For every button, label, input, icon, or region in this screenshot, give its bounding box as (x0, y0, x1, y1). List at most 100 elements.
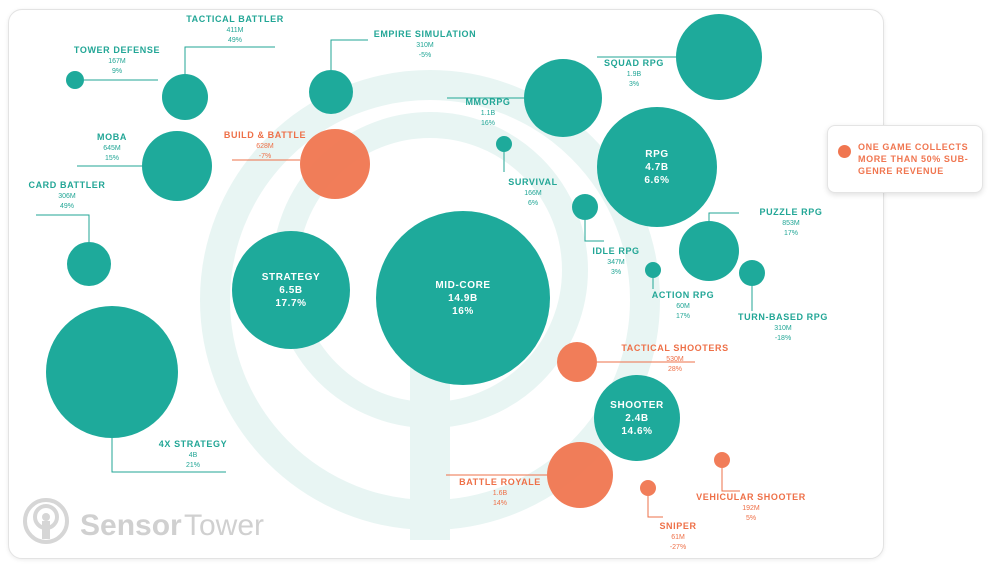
bubbles (46, 14, 765, 508)
bubble-label-name-strategy: STRATEGY (262, 272, 321, 283)
label-share-card-battler: 49% (60, 203, 74, 210)
label-share-build-and-battle: -7% (259, 153, 271, 160)
logo-word-tower: Tower (184, 509, 264, 542)
label-name-idle-rpg: IDLE RPG (592, 246, 639, 256)
bubble-empire-simulation (309, 70, 353, 114)
label-revenue-survival: 166M (524, 190, 542, 197)
leader-lines (36, 39, 753, 518)
bubble-shooter (594, 375, 680, 461)
label-share-turn-based-rpg: -18% (775, 335, 791, 342)
bubble-label-share-strategy: 17.7% (275, 298, 306, 309)
label-name-empire-simulation: EMPIRE SIMULATION (374, 29, 477, 39)
label-name-build-and-battle: BUILD & BATTLE (224, 130, 306, 140)
label-revenue-squad-rpg: 1.9B (627, 71, 642, 78)
label-share-vehicular-shooter: 5% (746, 515, 756, 522)
leader-line-empire-simulation (330, 39, 368, 70)
label-share-moba: 15% (105, 155, 119, 162)
label-share-empire-simulation: -5% (419, 52, 431, 59)
orange-legend-dot (838, 145, 851, 158)
label-revenue-action-rpg: 60M (676, 303, 690, 310)
label-share-idle-rpg: 3% (611, 269, 621, 276)
leader-line-vehicular-shooter (721, 468, 740, 492)
label-revenue-4x-strategy: 4B (189, 452, 198, 459)
bubble-label-name-mid-core: MID-CORE (435, 280, 490, 291)
bubble-card-battler (67, 242, 111, 286)
bubble-squad-rpg (676, 14, 762, 100)
label-name-battle-royale: BATTLE ROYALE (459, 477, 541, 487)
leader-line-tactical-battler (184, 46, 275, 74)
label-revenue-sniper: 61M (671, 534, 685, 541)
leader-line-sniper (647, 496, 663, 518)
bubble-idle-rpg (572, 194, 598, 220)
label-share-puzzle-rpg: 17% (784, 230, 798, 237)
label-revenue-build-and-battle: 628M (256, 143, 274, 150)
bubble-action-rpg (645, 262, 661, 278)
bubble-vehicular-shooter (714, 452, 730, 468)
label-share-mmorpg: 16% (481, 120, 495, 127)
bubble-tower-defense (66, 71, 84, 89)
label-share-tactical-battler: 49% (228, 37, 242, 44)
label-revenue-puzzle-rpg: 853M (782, 220, 800, 227)
leader-line-4x-strategy (111, 438, 226, 473)
label-revenue-tower-defense: 167M (108, 58, 126, 65)
bubble-label-share-shooter: 14.6% (621, 426, 652, 437)
label-name-puzzle-rpg: PUZZLE RPG (759, 207, 822, 217)
bubble-label-revenue-rpg: 4.7B (645, 162, 669, 173)
label-name-mmorpg: MMORPG (465, 97, 510, 107)
label-name-card-battler: CARD BATTLER (28, 180, 105, 190)
legend-callout: ONE GAME COLLECTS MORE THAN 50% SUB-GENR… (827, 125, 983, 193)
bubble-puzzle-rpg (679, 221, 739, 281)
bubble-strategy (232, 231, 350, 349)
label-name-vehicular-shooter: VEHICULAR SHOOTER (696, 492, 806, 502)
logo-word-sensor: Sensor (80, 509, 182, 542)
bubble-mid-core (376, 211, 550, 385)
bubble-tactical-shooters (557, 342, 597, 382)
bubble-label-revenue-mid-core: 14.9B (448, 293, 478, 304)
label-name-4x-strategy: 4X STRATEGY (159, 439, 227, 449)
label-name-turn-based-rpg: TURN-BASED RPG (738, 312, 828, 322)
sensortower-logo: Sensor Tower (23, 498, 264, 544)
bubble-label-share-mid-core: 16% (452, 306, 474, 317)
bubble-battle-royale (547, 442, 613, 508)
label-revenue-empire-simulation: 310M (416, 42, 434, 49)
bubble-rpg (597, 107, 717, 227)
label-revenue-mmorpg: 1.1B (481, 110, 496, 117)
label-revenue-card-battler: 306M (58, 193, 76, 200)
label-name-action-rpg: ACTION RPG (652, 290, 715, 300)
label-share-action-rpg: 17% (676, 313, 690, 320)
label-name-tactical-shooters: TACTICAL SHOOTERS (621, 343, 728, 353)
bubble-label-name-shooter: SHOOTER (610, 400, 664, 411)
label-revenue-tactical-battler: 411M (227, 27, 244, 34)
labels: MID-CORE 14.9B 16% STRATEGY 6.5B 17.7% RPG 4.7B… (28, 14, 827, 551)
label-share-4x-strategy: 21% (186, 462, 200, 469)
sensortower-logo-icon (23, 498, 69, 544)
bubble-label-revenue-strategy: 6.5B (279, 285, 303, 296)
label-share-sniper: -27% (670, 544, 686, 551)
label-name-survival: SURVIVAL (508, 177, 557, 187)
bubble-build-and-battle (300, 129, 370, 199)
leader-line-idle-rpg (584, 220, 604, 242)
bubble-tactical-battler (162, 74, 208, 120)
label-share-tower-defense: 9% (112, 68, 122, 75)
bubble-label-revenue-shooter: 2.4B (625, 413, 649, 424)
label-share-squad-rpg: 3% (629, 81, 639, 88)
bubble-sniper (640, 480, 656, 496)
label-revenue-turn-based-rpg: 310M (774, 325, 792, 332)
leader-line-card-battler (36, 214, 90, 242)
bubble-label-name-rpg: RPG (645, 149, 668, 160)
legend-callout-text: ONE GAME COLLECTS MORE THAN 50% SUB-GENR… (858, 142, 969, 176)
label-revenue-idle-rpg: 347M (607, 259, 625, 266)
bubble-4x-strategy (46, 306, 178, 438)
label-share-survival: 6% (528, 200, 538, 207)
label-revenue-battle-royale: 1.6B (493, 490, 508, 497)
bubble-mmorpg (524, 59, 602, 137)
label-name-sniper: SNIPER (659, 521, 696, 531)
bubble-survival (496, 136, 512, 152)
bubble-turn-based-rpg (739, 260, 765, 286)
leader-line-puzzle-rpg (708, 212, 739, 221)
label-name-tactical-battler: TACTICAL BATTLER (186, 14, 284, 24)
label-revenue-tactical-shooters: 530M (666, 356, 684, 363)
label-revenue-moba: 645M (103, 145, 121, 152)
